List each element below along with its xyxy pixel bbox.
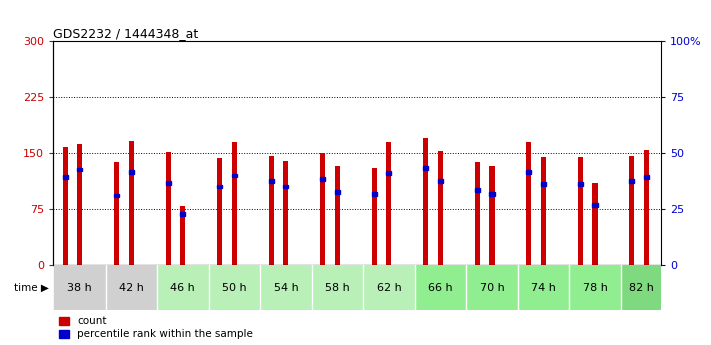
- Bar: [283, 185, 289, 188]
- Bar: [232, 142, 237, 265]
- Text: GDS2232 / 1444348_at: GDS2232 / 1444348_at: [53, 27, 198, 40]
- Bar: [269, 179, 274, 183]
- Bar: [166, 181, 171, 185]
- Bar: [629, 156, 634, 265]
- Bar: [423, 138, 428, 265]
- Bar: [578, 157, 583, 265]
- Bar: [166, 152, 171, 265]
- Bar: [644, 150, 649, 265]
- Bar: [386, 171, 392, 175]
- Bar: [578, 183, 583, 186]
- Text: 74 h: 74 h: [531, 283, 556, 293]
- Bar: [157, 265, 208, 310]
- Text: 82 h: 82 h: [629, 283, 653, 293]
- Bar: [114, 162, 119, 265]
- Bar: [489, 192, 495, 196]
- Text: 58 h: 58 h: [325, 283, 350, 293]
- Text: 70 h: 70 h: [480, 283, 504, 293]
- Bar: [63, 147, 68, 265]
- Bar: [208, 265, 260, 310]
- Text: 78 h: 78 h: [582, 283, 607, 293]
- Bar: [489, 166, 495, 265]
- Bar: [335, 166, 340, 265]
- Bar: [466, 265, 518, 310]
- Bar: [541, 157, 546, 265]
- Bar: [621, 265, 661, 310]
- Bar: [320, 177, 325, 181]
- Text: 38 h: 38 h: [68, 283, 92, 293]
- Bar: [386, 142, 392, 265]
- Bar: [54, 265, 105, 310]
- Bar: [363, 265, 415, 310]
- Bar: [77, 168, 82, 171]
- Bar: [475, 188, 480, 192]
- Text: 66 h: 66 h: [428, 283, 453, 293]
- Bar: [592, 183, 597, 265]
- Bar: [372, 168, 377, 265]
- Bar: [372, 192, 377, 196]
- Bar: [438, 179, 443, 183]
- Bar: [260, 265, 311, 310]
- Bar: [438, 151, 443, 265]
- Bar: [570, 265, 621, 310]
- Bar: [129, 141, 134, 265]
- Bar: [63, 175, 68, 179]
- Bar: [232, 174, 237, 177]
- Bar: [283, 161, 289, 265]
- Bar: [644, 175, 649, 179]
- Bar: [335, 190, 340, 194]
- Bar: [269, 156, 274, 265]
- Bar: [423, 166, 428, 170]
- Bar: [592, 203, 597, 207]
- Bar: [475, 162, 480, 265]
- Bar: [105, 265, 157, 310]
- Text: 54 h: 54 h: [274, 283, 298, 293]
- Bar: [415, 265, 466, 310]
- Bar: [526, 170, 531, 174]
- Legend: count, percentile rank within the sample: count, percentile rank within the sample: [58, 316, 253, 339]
- Text: 46 h: 46 h: [171, 283, 196, 293]
- Bar: [114, 194, 119, 197]
- Bar: [181, 212, 186, 216]
- Bar: [217, 158, 223, 265]
- Bar: [77, 144, 82, 265]
- Bar: [311, 265, 363, 310]
- Bar: [526, 142, 531, 265]
- Bar: [217, 185, 223, 188]
- Bar: [541, 183, 546, 186]
- Bar: [129, 170, 134, 174]
- Bar: [518, 265, 570, 310]
- Bar: [629, 179, 634, 183]
- Bar: [181, 206, 186, 265]
- Bar: [320, 153, 325, 265]
- Text: time ▶: time ▶: [14, 283, 49, 293]
- Text: 62 h: 62 h: [377, 283, 401, 293]
- Text: 42 h: 42 h: [119, 283, 144, 293]
- Text: 50 h: 50 h: [222, 283, 247, 293]
